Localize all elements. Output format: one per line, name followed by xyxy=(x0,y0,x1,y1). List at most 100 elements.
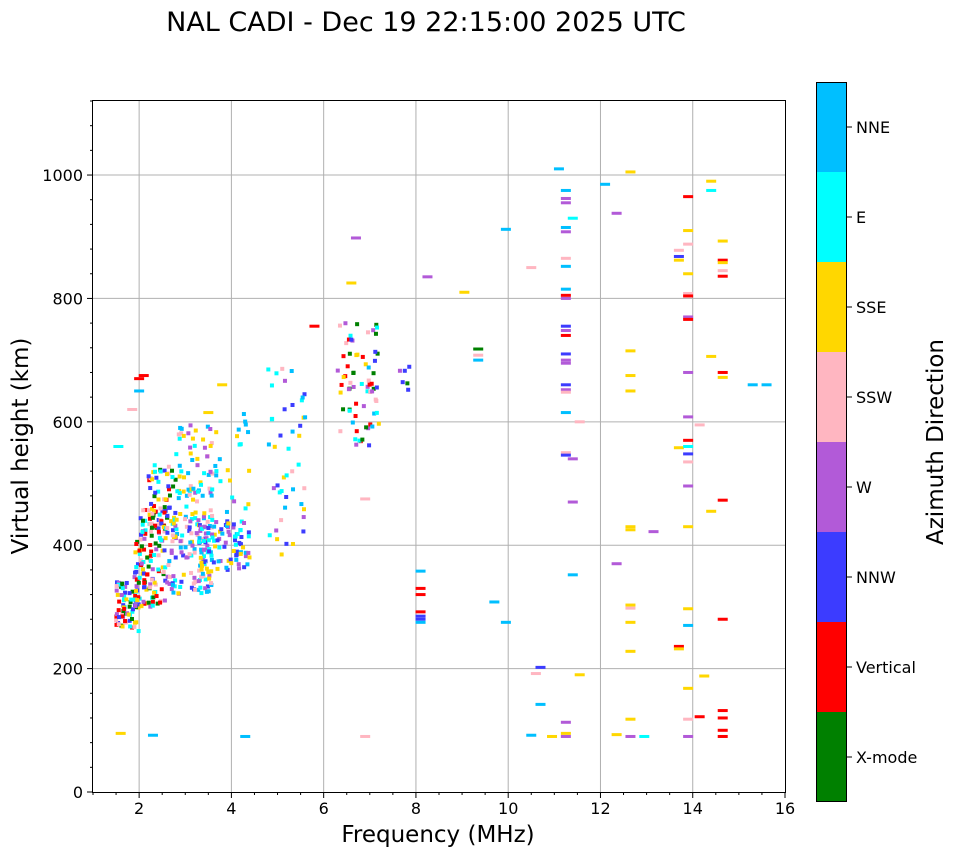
echo-cell xyxy=(355,322,360,327)
echo-cell xyxy=(189,570,194,575)
echo-cell xyxy=(278,433,283,438)
echo-cell xyxy=(167,559,172,564)
echo-cell xyxy=(120,614,125,619)
echo-mark xyxy=(547,734,558,738)
echo-mark xyxy=(567,500,578,504)
echo-cell xyxy=(163,565,168,570)
echo-mark xyxy=(694,423,705,427)
echo-cell xyxy=(149,533,154,538)
echo-cell xyxy=(138,537,143,542)
echo-cell xyxy=(371,328,376,333)
echo-cell xyxy=(153,469,158,474)
echo-cell xyxy=(156,567,161,572)
echo-cell xyxy=(238,528,243,533)
echo-cell xyxy=(190,458,195,463)
echo-cell xyxy=(201,554,206,559)
echo-cell xyxy=(188,540,193,545)
echo-cell xyxy=(115,592,120,597)
x-axis-label: Frequency (MHz) xyxy=(341,822,534,848)
echo-mark xyxy=(683,291,694,295)
echo-mark xyxy=(134,389,145,393)
echo-cell xyxy=(190,512,195,517)
echo-cell xyxy=(209,553,214,558)
echo-cell xyxy=(182,475,187,480)
echo-mark xyxy=(717,728,728,732)
echo-cell xyxy=(151,509,156,514)
echo-cell xyxy=(120,624,125,629)
echo-cell xyxy=(116,622,121,627)
echo-cell xyxy=(157,543,162,548)
colorbar-label: W xyxy=(856,478,872,497)
echo-cell xyxy=(163,536,168,541)
echo-mark xyxy=(500,227,511,231)
echo-cell xyxy=(136,595,141,600)
echo-mark xyxy=(717,617,728,621)
colorbar-swatch xyxy=(816,712,847,802)
echo-cell xyxy=(157,512,162,517)
echo-cell xyxy=(210,532,215,537)
echo-cell xyxy=(227,478,232,483)
echo-cell xyxy=(202,511,207,516)
echo-cell xyxy=(208,581,213,586)
echo-cell xyxy=(137,548,142,553)
echo-cell xyxy=(171,521,176,526)
x-tick-label: 6 xyxy=(319,799,329,818)
echo-cell xyxy=(123,584,128,589)
echo-cell xyxy=(175,531,180,536)
echo-cell xyxy=(143,528,148,533)
echo-cell xyxy=(142,578,147,583)
echo-cell xyxy=(282,407,287,412)
echo-cell xyxy=(150,511,155,516)
echo-cell xyxy=(374,399,379,404)
echo-cell xyxy=(156,553,161,558)
echo-mark xyxy=(567,457,578,461)
echo-cell xyxy=(363,362,368,367)
echo-cell xyxy=(159,587,164,592)
echo-cell xyxy=(121,609,126,614)
echo-cell xyxy=(180,533,185,538)
echo-cell xyxy=(354,401,359,406)
echo-cell xyxy=(207,486,212,491)
echo-mark xyxy=(747,383,758,387)
echo-cell xyxy=(187,552,192,557)
echo-cell xyxy=(284,473,289,478)
echo-cell xyxy=(171,590,176,595)
echo-cell xyxy=(290,469,295,474)
echo-cell xyxy=(116,582,121,587)
echo-cell xyxy=(179,579,184,584)
echo-cell xyxy=(339,382,344,387)
echo-cell xyxy=(375,325,380,330)
echo-cell xyxy=(247,555,252,560)
echo-cell xyxy=(209,441,214,446)
echo-cell xyxy=(120,586,125,591)
echo-cell xyxy=(152,494,157,499)
echo-mark xyxy=(706,354,717,358)
echo-cell xyxy=(291,487,296,492)
echo-cell xyxy=(269,417,274,422)
echo-cell xyxy=(236,562,241,567)
echo-cell xyxy=(174,527,179,532)
echo-cell xyxy=(146,600,151,605)
echo-cell xyxy=(148,543,153,548)
echo-cell xyxy=(235,434,240,439)
echo-cell xyxy=(162,598,167,603)
echo-mark xyxy=(717,375,728,379)
echo-cell xyxy=(140,518,145,523)
echo-cell xyxy=(136,580,141,585)
echo-cell xyxy=(124,597,129,602)
echo-cell xyxy=(210,487,215,492)
echo-mark xyxy=(553,167,564,171)
echo-cell xyxy=(234,557,239,562)
echo-cell xyxy=(135,598,140,603)
echo-cell xyxy=(159,538,164,543)
echo-cell xyxy=(156,489,161,494)
echo-cell xyxy=(235,532,240,537)
echo-cell xyxy=(144,587,149,592)
echo-cell xyxy=(301,529,306,534)
echo-cell xyxy=(214,430,219,435)
echo-cell xyxy=(199,547,204,552)
x-axis: 2 4 6 8 10 12 14 16 xyxy=(92,792,795,818)
echo-cell xyxy=(171,484,176,489)
echo-cell xyxy=(171,574,176,579)
